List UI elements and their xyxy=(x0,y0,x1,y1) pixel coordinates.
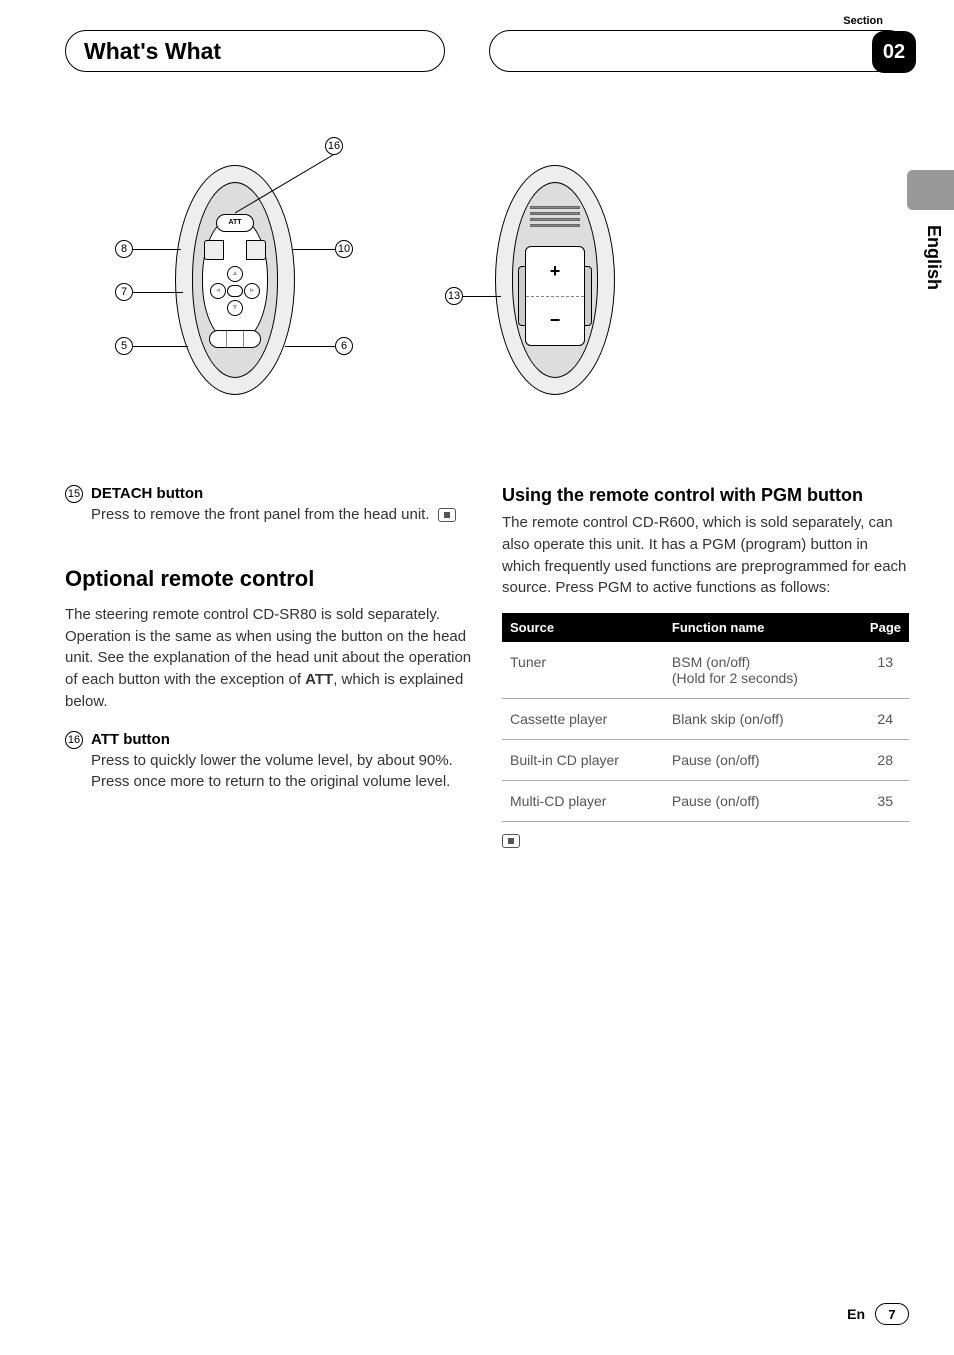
volume-remote-body: + − xyxy=(495,165,615,395)
volume-rocker: + − xyxy=(525,246,585,346)
page-footer: En 7 xyxy=(847,1303,909,1325)
callout-5: 5 xyxy=(115,337,188,355)
right-column: Using the remote control with PGM button… xyxy=(502,485,909,850)
att-button-graphic: ATT xyxy=(216,214,254,232)
section-label: Section xyxy=(843,15,883,27)
att-title: ATT button xyxy=(91,731,472,748)
end-marker-wrapper xyxy=(502,832,909,850)
table-row: Tuner BSM (on/off) (Hold for 2 seconds) … xyxy=(502,642,909,699)
callout-8: 8 xyxy=(115,240,181,258)
table-row: Built-in CD player Pause (on/off) 28 xyxy=(502,740,909,781)
callout-16: 16 xyxy=(325,137,343,155)
footer-lang: En xyxy=(847,1306,865,1322)
callout-7: 7 xyxy=(115,283,183,301)
table-row: Cassette player Blank skip (on/off) 24 xyxy=(502,699,909,740)
page-header: What's What Section 02 xyxy=(65,30,909,85)
pgm-heading: Using the remote control with PGM button xyxy=(502,485,909,506)
diagram-row: ATT ▵ ▿ ◃ ▹ 16 8 xyxy=(65,165,909,395)
end-marker-icon xyxy=(438,508,456,522)
side-tab xyxy=(907,170,954,210)
att-body: Press to quickly lower the volume level,… xyxy=(91,750,472,794)
item-detach: 15 DETACH button Press to remove the fro… xyxy=(65,485,472,526)
th-function: Function name xyxy=(664,613,848,642)
remote-control-diagram: ATT ▵ ▿ ◃ ▹ 16 8 xyxy=(115,165,355,395)
remote-side-button-left xyxy=(204,240,224,260)
optional-paragraph: The steering remote control CD-SR80 is s… xyxy=(65,604,472,713)
callout-10: 10 xyxy=(293,240,353,258)
callout-num-15: 15 xyxy=(65,485,83,503)
detach-title: DETACH button xyxy=(91,485,472,502)
th-source: Source xyxy=(502,613,664,642)
volume-remote-diagram: + − 13 xyxy=(445,165,615,395)
section-number-badge: 02 xyxy=(872,31,916,73)
remote-side-button-right xyxy=(246,240,266,260)
optional-heading: Optional remote control xyxy=(65,566,472,592)
callout-num-16: 16 xyxy=(65,731,83,749)
page-number: 7 xyxy=(875,1303,909,1325)
detach-body: Press to remove the front panel from the… xyxy=(91,504,472,526)
pgm-function-table: Source Function name Page Tuner BSM (on/… xyxy=(502,613,909,822)
content-columns: 15 DETACH button Press to remove the fro… xyxy=(65,485,909,850)
header-title: What's What xyxy=(84,38,221,65)
end-marker-icon xyxy=(502,834,520,848)
pgm-body: The remote control CD-R600, which is sol… xyxy=(502,512,909,599)
table-header-row: Source Function name Page xyxy=(502,613,909,642)
header-right-pill: Section 02 xyxy=(489,30,909,72)
remote-dpad: ▵ ▿ ◃ ▹ xyxy=(210,266,260,316)
item-att: 16 ATT button Press to quickly lower the… xyxy=(65,731,472,794)
th-page: Page xyxy=(848,613,909,642)
callout-13: 13 xyxy=(445,287,501,305)
table-row: Multi-CD player Pause (on/off) 35 xyxy=(502,781,909,822)
volume-minus: − xyxy=(526,297,584,346)
volume-plus: + xyxy=(526,247,584,297)
left-column: 15 DETACH button Press to remove the fro… xyxy=(65,485,472,850)
header-left-pill: What's What xyxy=(65,30,445,72)
language-label: English xyxy=(923,225,944,290)
callout-6: 6 xyxy=(285,337,353,355)
remote-bottom-buttons xyxy=(209,330,261,348)
